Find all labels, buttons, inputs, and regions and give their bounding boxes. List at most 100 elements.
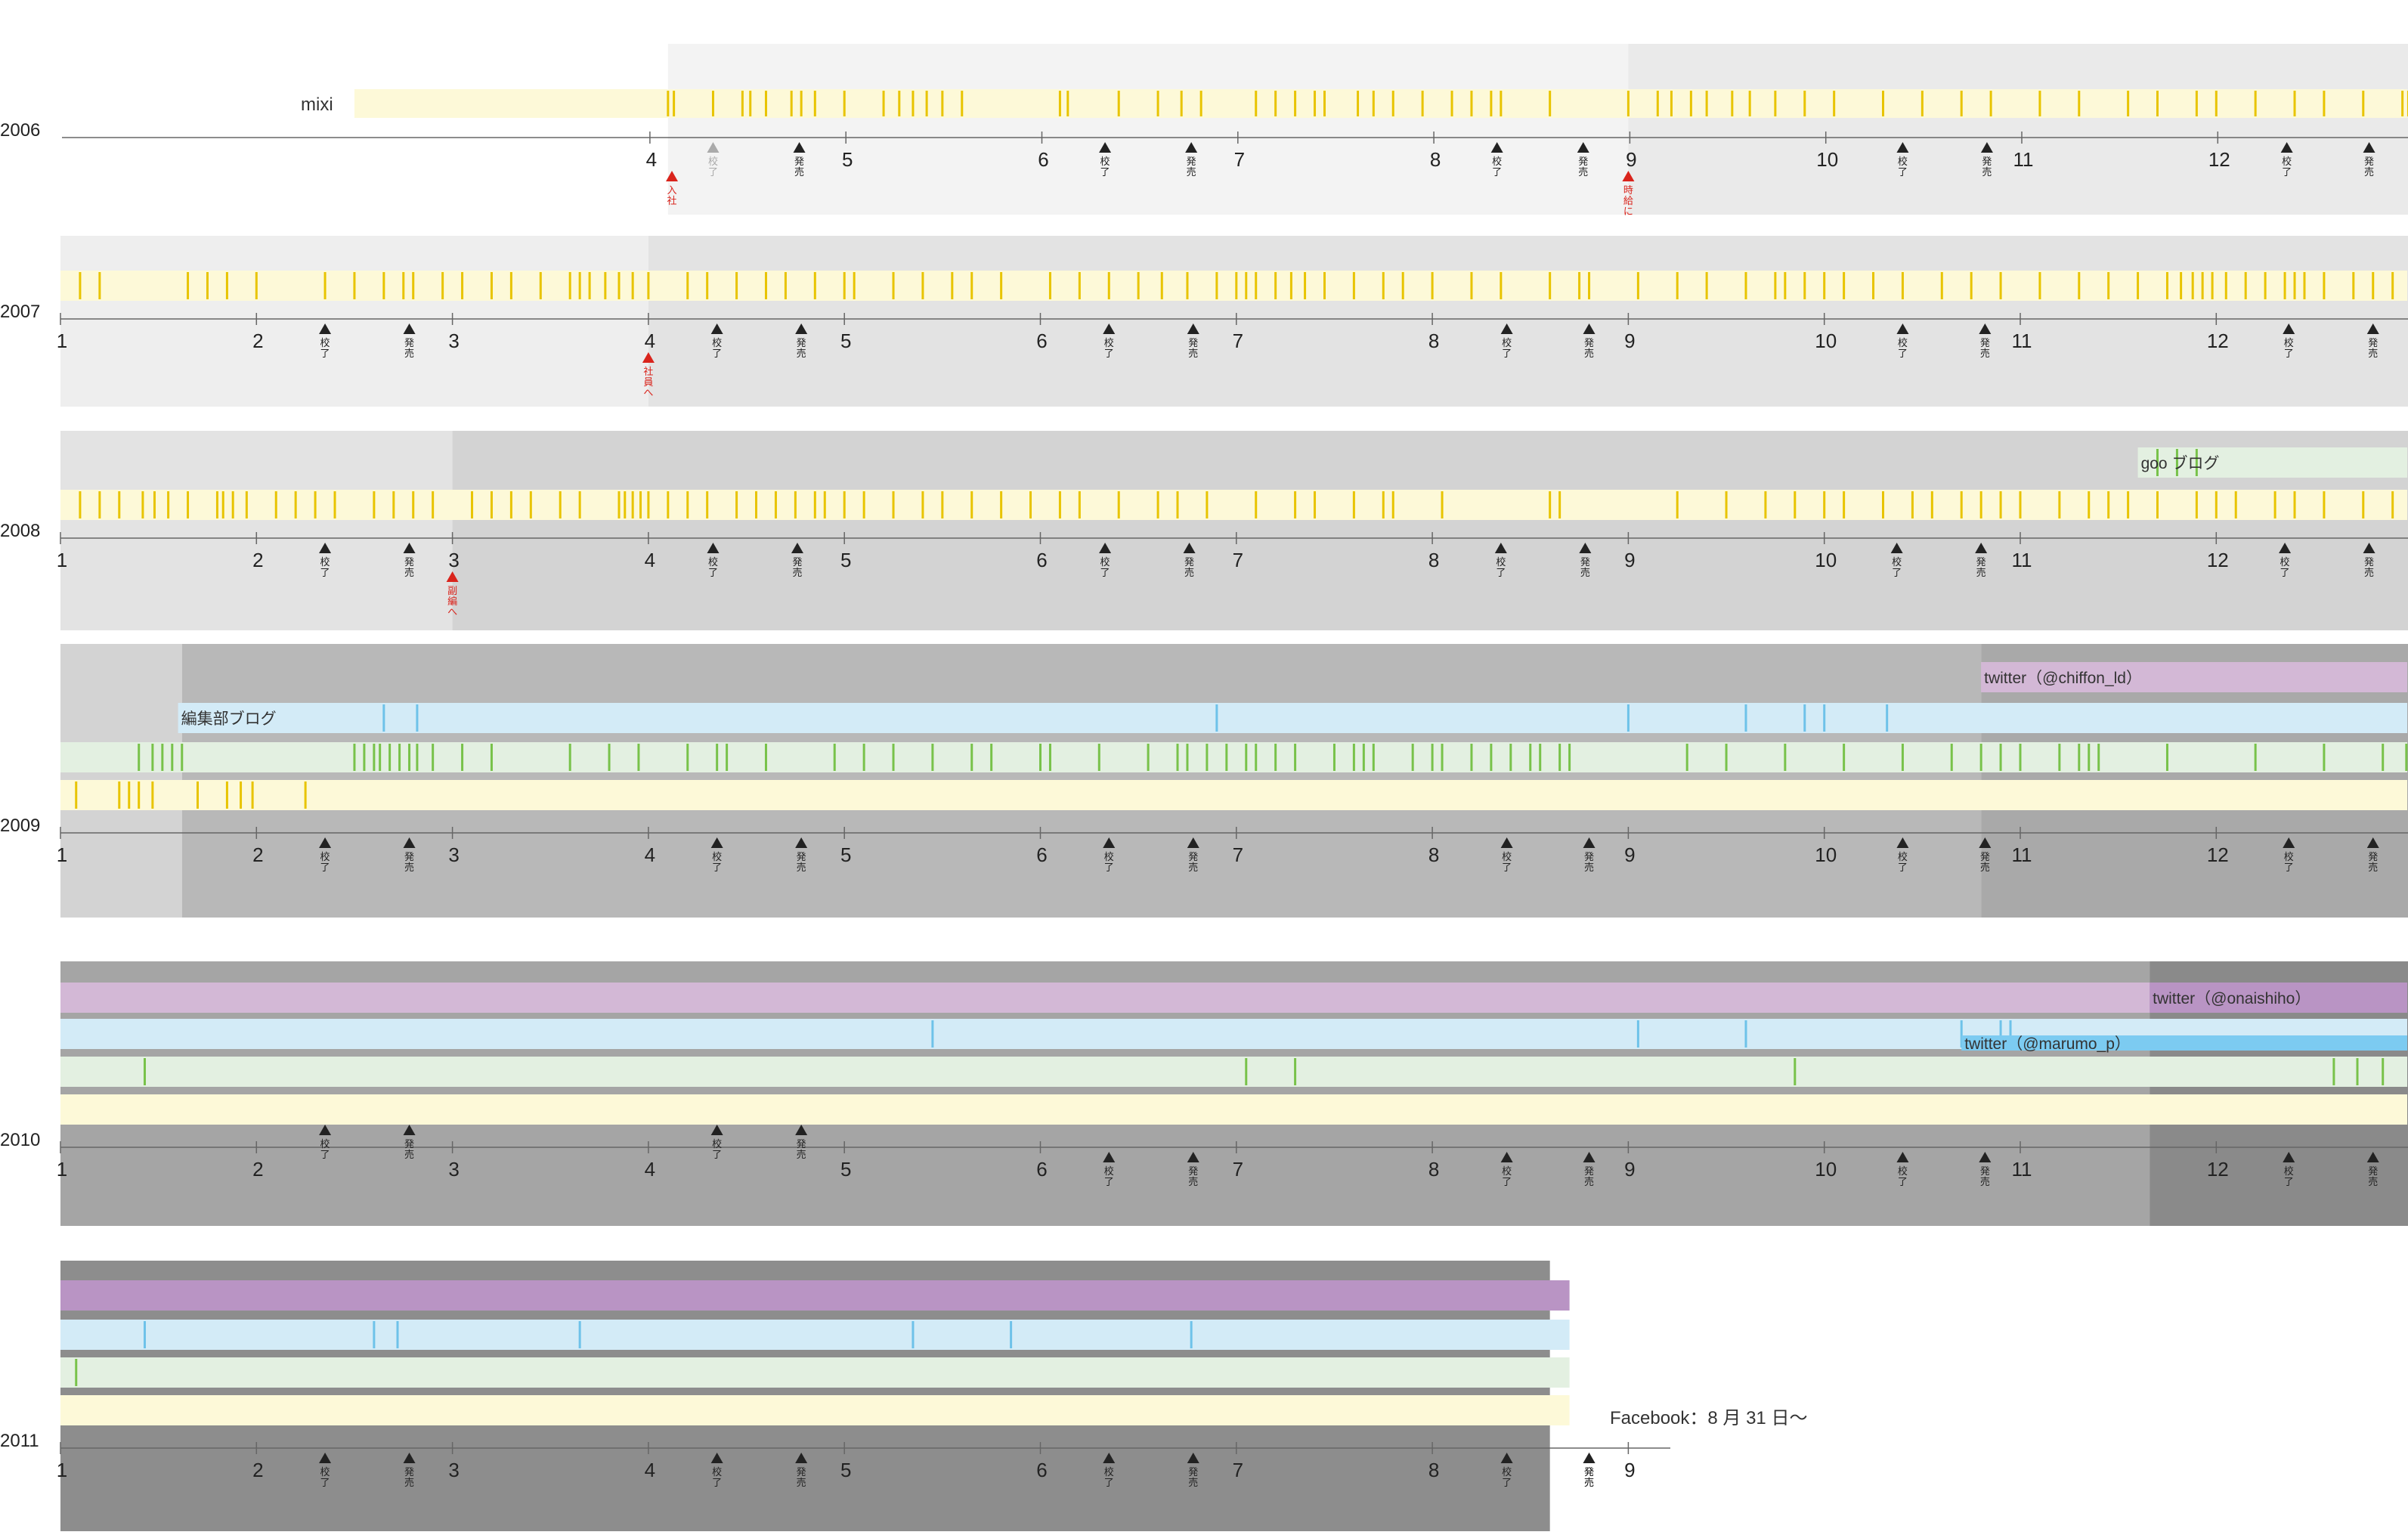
month-label: 7 [1233, 1158, 1243, 1181]
month-label: 2 [252, 843, 263, 866]
month-label: 4 [645, 843, 655, 866]
kou-marker [710, 1125, 723, 1135]
kou-marker [707, 543, 720, 553]
month-label: 7 [1233, 549, 1243, 571]
month-label: 5 [840, 1459, 851, 1481]
kou-label: 校了 [1502, 1165, 1512, 1187]
month-label: 11 [2012, 1158, 2032, 1181]
period-block [60, 431, 453, 630]
hatsu-label: 発売 [404, 851, 414, 873]
kou-marker [2283, 1152, 2295, 1162]
year-label: 2010 [0, 1130, 40, 1150]
kou-marker [319, 837, 332, 848]
kou-label: 校了 [1104, 851, 1114, 873]
month-label: 6 [1036, 330, 1047, 352]
career-event-label: 副編へ [447, 585, 457, 617]
track-mixi [60, 271, 2407, 301]
hatsu-label: 発売 [797, 1138, 806, 1160]
year-label: 2008 [0, 521, 40, 541]
kou-label: 校了 [1502, 1466, 1512, 1488]
kou-marker [710, 323, 723, 334]
hatsu-label: 発売 [1584, 1165, 1594, 1187]
month-label: 6 [1036, 1459, 1047, 1481]
kou-label: 校了 [1898, 1165, 1908, 1187]
month-label: 10 [1815, 1158, 1837, 1181]
track-label-goo: goo ブログ [2141, 455, 2220, 472]
hatsu-label: 発売 [797, 1466, 806, 1488]
hatsu-marker [1979, 837, 1992, 848]
career-event-label: 入社 [667, 184, 677, 206]
month-label: 4 [645, 549, 655, 571]
month-label: 11 [2012, 843, 2032, 866]
hatsu-marker [403, 837, 416, 848]
kou-marker [1896, 323, 1909, 334]
hatsu-label: 発売 [1980, 851, 1990, 873]
month-label: 1 [57, 1158, 67, 1181]
period-block [60, 236, 648, 407]
kou-label: 校了 [2280, 556, 2290, 578]
hatsu-marker [1579, 543, 1592, 553]
track-label-henshu: 編集部ブログ [181, 710, 277, 728]
kou-label: 校了 [1898, 851, 1908, 873]
career-event-marker [446, 571, 459, 582]
kou-marker [1103, 837, 1116, 848]
year-label: 2007 [0, 302, 40, 322]
hatsu-label: 発売 [1584, 1466, 1594, 1488]
month-label: 2 [252, 1158, 263, 1181]
kou-marker [710, 837, 723, 848]
month-label: 5 [840, 549, 851, 571]
hatsu-marker [1183, 543, 1196, 553]
hatsu-marker [2363, 543, 2376, 553]
kou-label: 校了 [1502, 851, 1512, 873]
month-label: 4 [645, 330, 655, 352]
month-label: 6 [1036, 549, 1047, 571]
track-mixi [60, 780, 2407, 810]
kou-label: 校了 [320, 1138, 330, 1160]
month-label: 12 [2207, 549, 2229, 571]
kou-marker [1500, 837, 1513, 848]
hatsu-label: 発売 [1584, 851, 1594, 873]
kou-marker [1500, 1453, 1513, 1463]
hatsu-label: 発売 [404, 1138, 414, 1160]
kou-marker [319, 323, 332, 334]
career-event-marker [642, 352, 655, 363]
track-label-twitter_chiffon: twitter（@chiffon_ld） [1984, 670, 2142, 687]
hatsu-marker [1583, 1453, 1596, 1463]
kou-label: 校了 [1104, 1165, 1114, 1187]
hatsu-label: 発売 [1187, 156, 1196, 178]
month-label: 1 [57, 1459, 67, 1481]
kou-marker [1896, 142, 1909, 153]
hatsu-label: 発売 [1184, 556, 1194, 578]
track-label-twitter_marumo: twitter（@marumo_p） [1964, 1035, 2131, 1053]
hatsu-marker [791, 543, 803, 553]
year-label: 2006 [0, 120, 40, 141]
hatsu-label: 発売 [2364, 556, 2374, 578]
kou-marker [2280, 142, 2293, 153]
month-label: 3 [448, 1158, 459, 1181]
month-label: 3 [448, 843, 459, 866]
kou-marker [1490, 142, 1503, 153]
hatsu-label: 発売 [404, 556, 414, 578]
hatsu-marker [403, 323, 416, 334]
hatsu-label: 発売 [794, 156, 804, 178]
kou-label: 校了 [320, 556, 330, 578]
track-goo [2137, 447, 2407, 478]
hatsu-marker [1975, 543, 1988, 553]
hatsu-marker [793, 142, 806, 153]
month-label: 9 [1626, 148, 1636, 171]
track-green [60, 742, 2407, 772]
kou-marker [1896, 837, 1909, 848]
month-label: 10 [1815, 843, 1837, 866]
hatsu-marker [1583, 837, 1596, 848]
month-label: 3 [448, 549, 459, 571]
kou-label: 校了 [2282, 156, 2292, 178]
month-label: 5 [840, 330, 851, 352]
month-label: 10 [1815, 549, 1837, 571]
month-label: 8 [1428, 330, 1439, 352]
facebook-note: Facebook：8 月 31 日〜 [1610, 1408, 1808, 1428]
kou-label: 校了 [708, 156, 718, 178]
